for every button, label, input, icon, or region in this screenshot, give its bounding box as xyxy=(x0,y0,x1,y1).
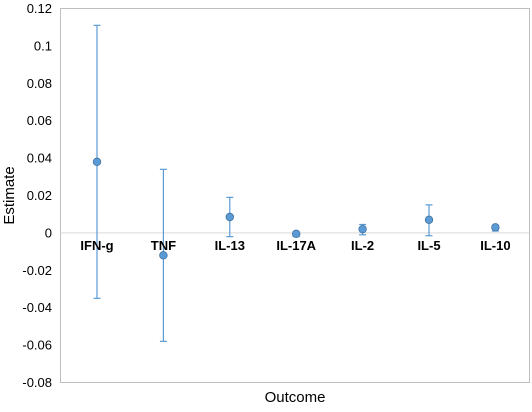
y-tick-label: -0.08 xyxy=(22,375,52,390)
y-axis-ticks: -0.08 -0.06 -0.04 -0.02 0 0.02 0.04 0.06 0.08 0.1… xyxy=(22,1,52,390)
y-tick-label: 0.04 xyxy=(27,151,52,166)
point-il-10 xyxy=(491,223,500,232)
point-il-2 xyxy=(358,224,367,234)
y-tick-label: -0.02 xyxy=(22,263,52,278)
category-label: IL-5 xyxy=(417,238,440,253)
point-tnf xyxy=(159,251,168,260)
y-tick-label: 0.06 xyxy=(27,113,52,128)
category-label: IL-10 xyxy=(480,238,510,253)
error-bars xyxy=(93,24,499,342)
category-labels: IFN-g TNF IL-13 IL-17A IL-2 IL-5 IL-10 xyxy=(80,238,510,253)
point-il-13 xyxy=(225,212,234,222)
category-label: IL-13 xyxy=(215,238,245,253)
category-label: IL-2 xyxy=(351,238,374,253)
data-points xyxy=(92,157,500,260)
point-il-5 xyxy=(424,215,434,225)
y-tick-label: 0 xyxy=(45,225,52,240)
category-label: TNF xyxy=(151,238,176,253)
y-tick-label: 0.12 xyxy=(27,1,52,16)
y-tick-label: 0.08 xyxy=(27,76,52,91)
point-il-17a xyxy=(292,229,301,239)
y-tick-label: -0.04 xyxy=(22,300,52,315)
plot-frame xyxy=(60,8,530,383)
category-label: IL-17A xyxy=(276,238,316,253)
category-label: IFN-g xyxy=(80,238,113,253)
y-tick-label: -0.06 xyxy=(22,338,52,353)
y-tick-label: 0.1 xyxy=(34,38,52,53)
y-tick-label: 0.02 xyxy=(27,188,52,203)
y-axis-title: Estimate xyxy=(1,166,18,224)
x-axis-title: Outcome xyxy=(265,389,326,406)
point-ifn-g xyxy=(92,157,102,167)
